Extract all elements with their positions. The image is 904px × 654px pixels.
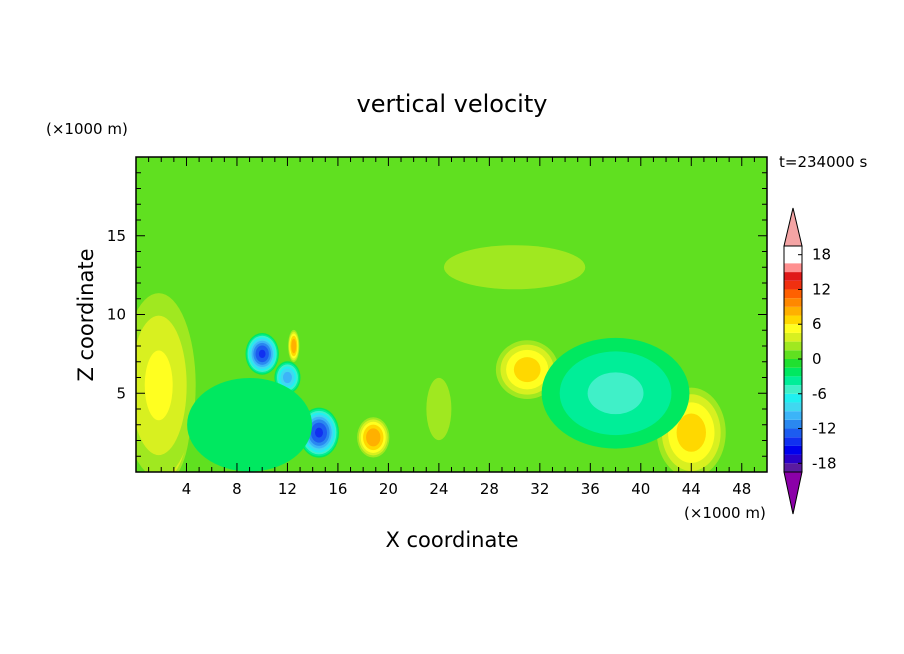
colorbar-under-triangle [783,471,803,515]
contour-band [187,377,313,472]
feature-6 [357,417,390,458]
x-tick-label: 20 [379,480,398,498]
x-tick-label: 8 [232,480,242,498]
contour-band [676,413,706,452]
colorbar-segment [784,350,802,359]
x-tick-label: 36 [581,480,600,498]
colorbar-tick-label: 0 [812,350,822,368]
colorbar-tick-label: -12 [812,420,837,438]
colorbar-segment [784,437,802,446]
feature-2 [245,333,279,375]
colorbar-segment [784,463,802,472]
colorbar-tick-label: -6 [812,385,827,403]
colorbar-segment [784,393,802,403]
colorbar-segment [784,419,802,429]
y-tick-label: 15 [107,227,126,245]
x-tick-label: 40 [631,480,650,498]
colorbar-segment [784,367,802,377]
feature-10 [187,377,313,472]
contour-band [426,377,452,441]
colorbar-tick-label: 6 [812,315,822,333]
colorbar-over-triangle [783,207,803,247]
colorbar-segment [784,445,802,455]
contour-band [291,338,297,354]
colorbar-segment [784,289,802,299]
colorbar-segment [784,341,802,351]
y-axis-unit: (×1000 m) [46,120,128,138]
colorbar-segment [784,315,802,325]
y-tick-label: 5 [116,384,126,402]
colorbar-segment [784,272,802,281]
feature-1 [136,293,196,472]
colorbar-segment [784,385,802,394]
contour-band [513,357,541,383]
colorbar-segment [784,454,802,464]
contour-band [258,349,266,359]
x-axis: 4 8 12 16 20 24 28 32 36 40 44 48 [148,157,755,498]
colorbar-segment [784,376,802,386]
feature-11 [426,377,452,441]
colorbar-segment [784,324,802,333]
x-tick-label: 28 [480,480,499,498]
colorbar-segment [784,359,802,368]
colorbar-segment [784,298,802,307]
colorbar-segment [784,402,802,412]
contour-band [282,371,292,384]
colorbar-segment [784,428,802,438]
contour-band [366,428,381,447]
y-axis: 5 10 15 [107,172,767,457]
colorbar-tick-label: 12 [812,280,831,298]
x-tick-label: 44 [682,480,701,498]
x-tick-label: 24 [429,480,448,498]
x-tick-label: 12 [278,480,297,498]
colorbar-segment [784,280,802,290]
x-tick-label: 16 [328,480,347,498]
contour-band [587,372,644,415]
x-tick-label: 48 [732,480,751,498]
colorbar-tick-label: -18 [812,454,837,472]
x-axis-label: X coordinate [385,528,518,552]
y-axis-label: Z coordinate [74,248,98,381]
colorbar-segment [784,411,802,420]
y-tick-label: 10 [107,306,126,324]
colorbar: 18 12 6 0 -6 -12 -18 [783,207,837,515]
contour-band [314,427,323,438]
colorbar-segment [784,263,802,273]
colorbar-segment [784,332,802,342]
heatmap-field [136,157,767,472]
contour-band [144,350,173,421]
contour-band [443,245,586,290]
chart-title: vertical velocity [357,90,548,118]
feature-9 [541,337,690,449]
feature-5 [288,329,300,363]
x-axis-unit: (×1000 m) [684,504,766,522]
x-tick-label: 4 [182,480,192,498]
colorbar-segment [784,306,802,316]
feature-3 [274,361,301,394]
feature-12 [443,245,586,290]
x-tick-label: 32 [530,480,549,498]
colorbar-tick-label: 18 [812,246,831,264]
time-label: t=234000 s [779,153,867,171]
